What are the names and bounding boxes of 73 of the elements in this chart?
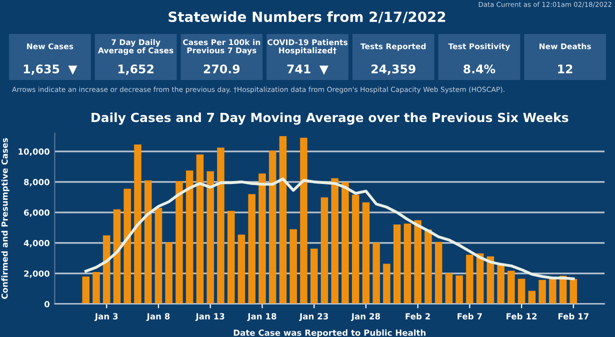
text: 12 (558, 64, 572, 74)
x-tick-label: Jan 13 (195, 313, 224, 321)
text: 270.9 (204, 64, 240, 74)
chart-title: Daily Cases and 7 Day Moving Average over the Previous Six Weeks (92, 112, 568, 125)
bar (393, 224, 401, 304)
bar (290, 229, 297, 304)
x-tick-label: Jan 18 (247, 313, 276, 321)
y-tick-label: 4,000 (24, 240, 50, 248)
bar (445, 273, 453, 304)
bar (352, 194, 360, 304)
bar (372, 242, 380, 304)
bar (414, 220, 422, 304)
x-axis-title: Date Case was Reported to Public Health (234, 329, 426, 337)
bar (124, 188, 131, 304)
x-tick-label: Feb 12 (506, 313, 537, 320)
bar (258, 174, 266, 304)
y-tick-label: 0 (44, 300, 50, 308)
bar (342, 182, 349, 304)
bar (227, 210, 235, 304)
bar (154, 208, 162, 304)
bar (279, 136, 287, 304)
y-tick-label: 2,000 (24, 270, 50, 278)
y-tick-label: 10,000 (18, 148, 50, 156)
x-tick-label: Jan 28 (350, 313, 380, 321)
bar (362, 202, 370, 304)
bar (92, 272, 100, 304)
bar (508, 270, 515, 304)
bar (300, 138, 308, 304)
bar (331, 178, 338, 304)
bar (497, 264, 504, 304)
text: Statewide Numbers from 2/17/2022 (168, 11, 446, 24)
bar (217, 148, 224, 304)
bar (196, 154, 204, 304)
bar (238, 234, 246, 304)
bar (528, 290, 536, 304)
bar (570, 278, 578, 304)
bar (186, 170, 194, 304)
line-series (84, 177, 575, 280)
x-tick-label: Jan 23 (299, 313, 328, 321)
bar (144, 180, 152, 304)
x-tick-label: Jan 3 (94, 313, 118, 321)
bar (134, 144, 142, 304)
x-tick-label: Feb 7 (458, 313, 482, 320)
bar (165, 242, 172, 304)
bar (549, 277, 556, 304)
text: 1,635 ▼ (24, 64, 78, 75)
text: 8.4% (464, 64, 496, 74)
bar (268, 150, 276, 304)
bar (102, 235, 110, 304)
y-tick-label: 8,000 (24, 178, 50, 186)
bar (82, 276, 90, 304)
bar (113, 209, 121, 304)
x-tick-label: Feb 17 (558, 313, 588, 320)
x-tick-label: Feb 2 (406, 313, 430, 320)
bar (518, 278, 526, 304)
text: 741 ▼ (287, 64, 328, 75)
bar (434, 242, 442, 304)
y-axis-title: Confirmed and Presumptive Cases (1, 138, 10, 299)
bar (310, 248, 318, 304)
x-tick-label: Jan 8 (146, 313, 170, 321)
bar (424, 230, 432, 304)
bar (383, 264, 390, 304)
bar (456, 275, 463, 304)
bar (248, 194, 256, 304)
text: 24,359 (372, 64, 416, 75)
text: 1,652 (118, 64, 154, 75)
bar (404, 224, 412, 304)
bar (206, 171, 214, 304)
bar (538, 280, 546, 304)
bar (176, 181, 183, 304)
bar (466, 254, 474, 304)
y-tick-label: 6,000 (24, 209, 50, 217)
bar (320, 197, 328, 304)
